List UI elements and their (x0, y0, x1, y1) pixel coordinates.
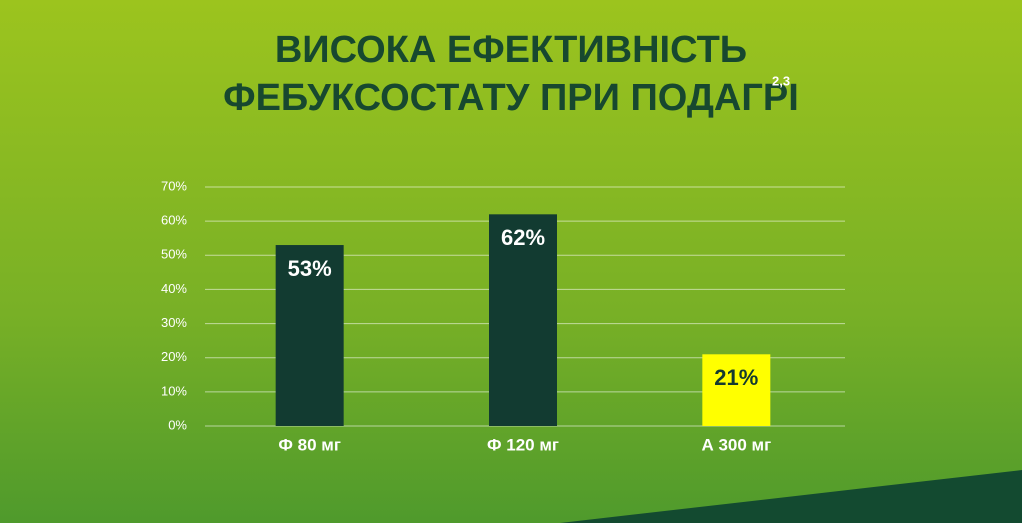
y-tick-label: 10% (161, 383, 187, 398)
bar (275, 245, 344, 426)
data-label: 62% (501, 225, 545, 250)
chart-title: ВИСОКА ЕФЕКТИВНІСТЬ (275, 29, 747, 71)
y-tick-label: 0% (168, 417, 187, 432)
x-tick-label: Ф 120 мг (487, 435, 559, 454)
bar (489, 214, 557, 426)
y-tick-label: 50% (161, 247, 187, 262)
title-superscript: 2,3 (772, 73, 790, 88)
x-tick-label: Ф 80 мг (278, 435, 341, 454)
y-tick-label: 20% (161, 349, 187, 364)
x-tick-label: А 300 мг (701, 435, 771, 454)
y-tick-label: 70% (161, 178, 187, 193)
data-label: 21% (714, 365, 758, 390)
y-tick-label: 60% (161, 213, 187, 228)
data-label: 53% (288, 256, 332, 281)
y-tick-label: 40% (161, 281, 187, 296)
decor-strip (560, 470, 1022, 523)
y-tick-label: 30% (161, 315, 187, 330)
chart-title: ФЕБУКСОСТАТУ ПРИ ПОДАГРІ (223, 77, 799, 119)
bar (702, 354, 771, 426)
